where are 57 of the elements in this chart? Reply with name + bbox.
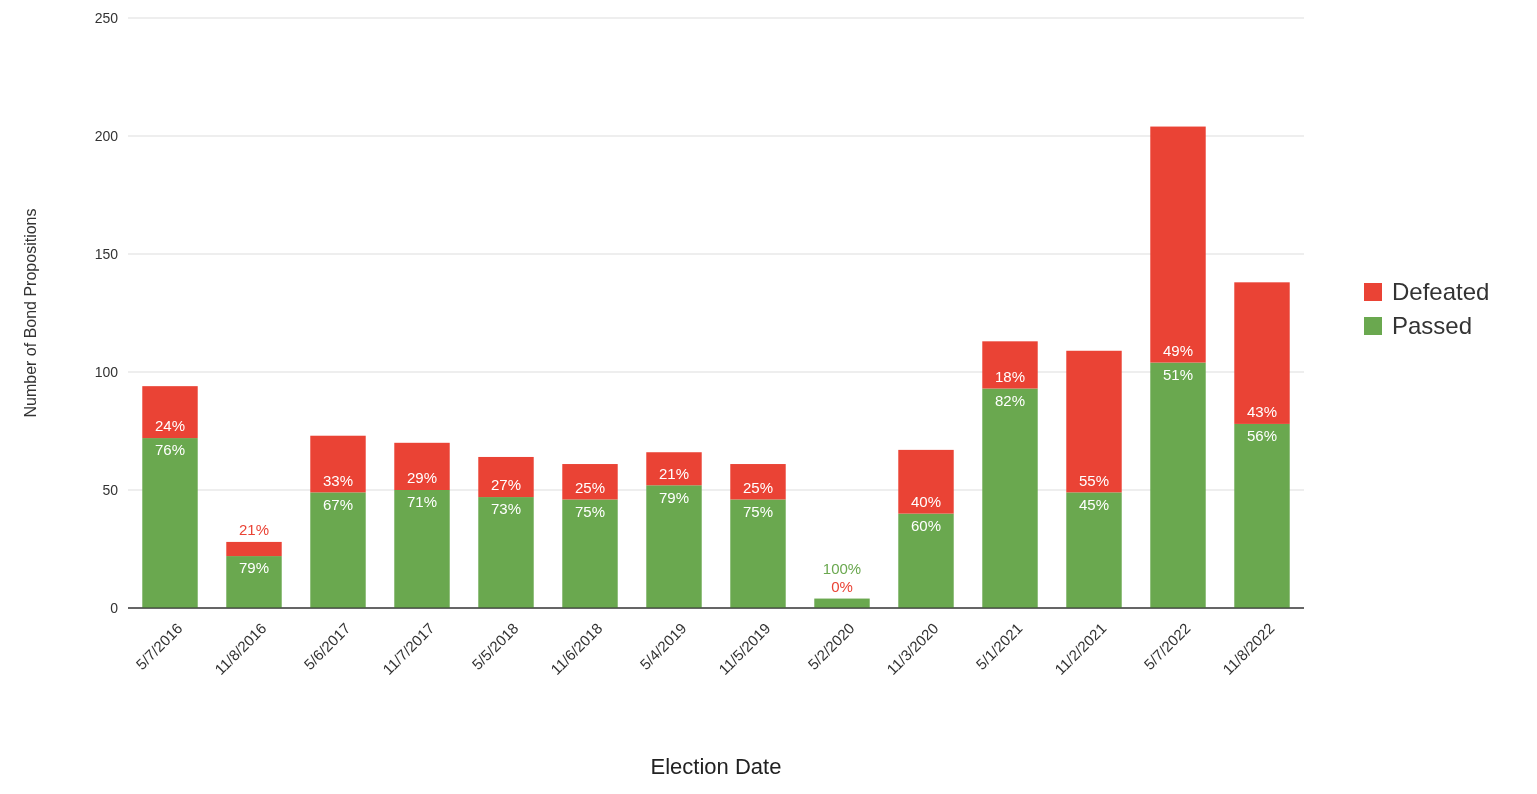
annotation: 25% (574, 478, 606, 496)
annotation: 51% (1162, 365, 1194, 383)
bar (1150, 126, 1206, 363)
bar (142, 386, 198, 439)
y-tick-label: 150 (94, 245, 119, 262)
y-tick-label: 250 (94, 9, 119, 26)
y-tick-label: 200 (94, 127, 119, 144)
annotation: 82% (994, 391, 1026, 409)
annotation: 33% (322, 471, 354, 489)
y-tick-label: 0 (110, 599, 119, 616)
annotation: 100% (822, 559, 862, 577)
annotation: 75% (574, 502, 606, 520)
annotation: 21% (658, 464, 690, 482)
annotation: 55% (1078, 471, 1110, 489)
annotation: 24% (154, 417, 186, 435)
bar (1066, 492, 1122, 608)
annotation: 21% (238, 521, 270, 539)
annotation: 29% (406, 469, 438, 487)
bar (646, 485, 702, 608)
bar (226, 541, 282, 557)
legend-label: Defeated (1392, 278, 1490, 306)
bar (310, 492, 366, 608)
annotation: 71% (406, 493, 438, 511)
bar (562, 499, 618, 608)
bar (1234, 423, 1290, 608)
annotation: 0% (831, 577, 853, 595)
bar (142, 438, 198, 608)
bar (982, 388, 1038, 608)
bar (1234, 282, 1290, 424)
bar (898, 513, 954, 608)
annotation: 49% (1162, 341, 1194, 359)
annotation: 76% (154, 441, 186, 459)
bar (898, 449, 954, 514)
annotation: 27% (490, 476, 522, 494)
annotation: 18% (994, 367, 1026, 385)
y-axis-title: Number of Bond Propositions (22, 208, 39, 418)
annotation: 40% (910, 492, 942, 510)
annotation: 56% (1246, 427, 1278, 445)
annotation: 67% (322, 495, 354, 513)
bar (394, 490, 450, 608)
annotation: 73% (490, 500, 522, 518)
annotation: 60% (910, 516, 942, 534)
bar (730, 499, 786, 608)
y-tick-label: 100 (94, 363, 119, 380)
x-axis-title: Election Date (650, 754, 782, 779)
bar (982, 341, 1038, 389)
annotation: 45% (1078, 495, 1110, 513)
y-tick-label: 50 (102, 481, 119, 498)
annotation: 79% (238, 559, 270, 577)
annotation: 75% (742, 502, 774, 520)
annotation: 79% (658, 488, 690, 506)
legend-label: Passed (1392, 312, 1473, 340)
bar (1066, 350, 1122, 493)
annotation: 43% (1246, 403, 1278, 421)
bar (1150, 362, 1206, 608)
annotation: 25% (742, 478, 774, 496)
bar (478, 497, 534, 608)
